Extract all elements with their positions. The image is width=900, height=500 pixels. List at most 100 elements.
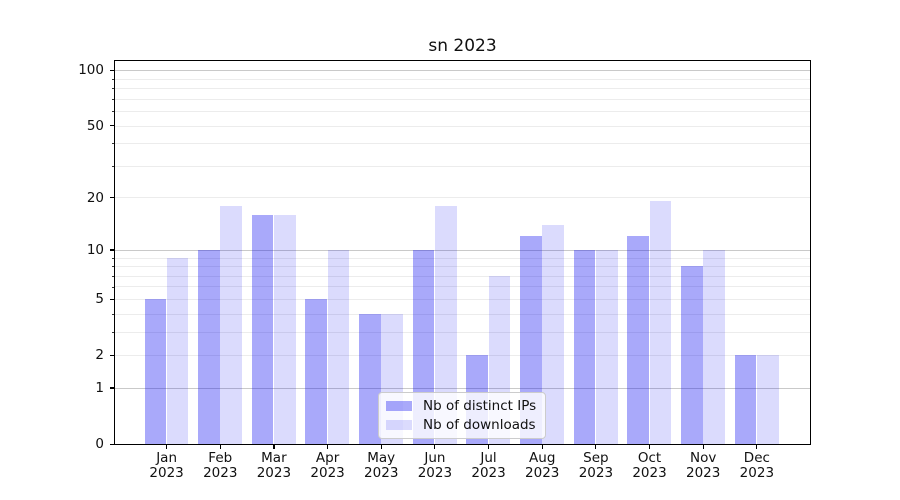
x-tick-month-may: May — [367, 450, 396, 467]
y-tick-mark-100 — [110, 69, 114, 72]
y-tick-label-0: 0 — [95, 436, 104, 453]
y-tick-label-10: 10 — [86, 242, 104, 259]
y-minor-tick-4 — [111, 313, 114, 315]
bar-distinct-ips-mar — [251, 214, 274, 444]
bar-downloads-oct — [649, 201, 672, 444]
x-tick-mark-may — [380, 445, 382, 450]
x-tick-year-mar: 2023 — [256, 465, 292, 482]
x-tick-month-feb: Feb — [208, 450, 233, 467]
legend-item-distinct-ips: Nb of distinct IPs — [386, 398, 536, 414]
x-tick-label-nov: Nov 2023 — [671, 451, 735, 481]
x-tick-month-apr: Apr — [315, 450, 340, 467]
x-tick-month-mar: Mar — [261, 450, 287, 467]
chart-title: sn 2023 — [428, 36, 497, 56]
gridline-y-7 — [115, 275, 810, 277]
bar-downloads-aug — [542, 224, 564, 444]
y-tick-label-20: 20 — [86, 189, 104, 206]
bar-downloads-apr — [327, 249, 350, 444]
bar-distinct-ips-feb — [198, 249, 220, 444]
bar-distinct-ips-nov — [681, 266, 703, 444]
y-minor-tick-9 — [111, 257, 114, 259]
x-tick-month-sep: Sep — [583, 450, 609, 467]
y-minor-tick-6 — [111, 286, 114, 288]
x-tick-year-jan: 2023 — [149, 465, 184, 482]
x-tick-year-sep: 2023 — [578, 465, 614, 482]
x-tick-mark-sep — [595, 445, 597, 450]
y-tick-mark-10 — [110, 249, 114, 251]
y-minor-tick-7 — [111, 275, 114, 277]
x-tick-mark-jun — [434, 445, 436, 450]
y-minor-tick-80 — [111, 88, 114, 90]
gridline-y-80 — [115, 88, 810, 90]
x-tick-label-mar: Mar 2023 — [242, 451, 306, 481]
gridline-y-30 — [115, 165, 810, 167]
legend-swatch-downloads — [386, 420, 412, 430]
legend-swatch-distinct-ips — [386, 401, 412, 411]
x-tick-year-nov: 2023 — [686, 465, 721, 482]
x-tick-mark-aug — [541, 445, 543, 450]
x-tick-year-aug: 2023 — [525, 465, 560, 482]
x-tick-year-oct: 2023 — [632, 465, 667, 482]
x-tick-label-feb: Feb 2023 — [188, 451, 252, 481]
x-tick-month-jun: Jun — [424, 450, 446, 467]
gridline-y-20 — [115, 197, 810, 199]
x-tick-label-jul: Jul 2023 — [457, 451, 521, 481]
bar-downloads-feb — [220, 205, 242, 444]
x-tick-year-feb: 2023 — [203, 465, 238, 482]
y-minor-tick-90 — [111, 78, 114, 80]
bar-downloads-nov — [703, 249, 725, 444]
legend: Nb of distinct IPs Nb of downloads — [378, 392, 547, 439]
x-tick-label-may: May 2023 — [349, 451, 413, 481]
x-tick-mark-jul — [487, 445, 490, 450]
x-tick-mark-feb — [219, 445, 221, 450]
bar-distinct-ips-oct — [627, 236, 650, 444]
y-minor-tick-60 — [111, 111, 114, 113]
x-tick-label-aug: Aug 2023 — [510, 451, 574, 481]
x-tick-label-apr: Apr 2023 — [296, 451, 360, 481]
x-tick-mark-jan — [166, 445, 168, 450]
x-tick-month-aug: Aug — [529, 450, 556, 467]
gridline-y-60 — [115, 111, 810, 113]
x-tick-mark-apr — [326, 445, 329, 450]
y-tick-label-2: 2 — [95, 347, 104, 364]
bar-downloads-mar — [274, 214, 296, 444]
bar-downloads-jun — [435, 205, 457, 444]
y-minor-tick-3 — [111, 331, 114, 333]
y-tick-mark-50 — [110, 125, 114, 127]
x-tick-mark-dec — [756, 445, 758, 450]
x-tick-year-jul: 2023 — [471, 465, 506, 482]
legend-item-downloads: Nb of downloads — [386, 417, 536, 433]
gridline-y-1 — [115, 387, 810, 389]
x-tick-month-jan: Jan — [156, 450, 177, 467]
y-tick-label-100: 100 — [78, 62, 104, 79]
x-tick-label-jan: Jan 2023 — [135, 451, 199, 481]
y-tick-mark-5 — [110, 298, 114, 300]
x-tick-month-jul: Jul — [480, 450, 497, 467]
gridline-y-3 — [115, 331, 810, 333]
x-tick-month-oct: Oct — [637, 450, 662, 467]
gridline-y-40 — [115, 143, 810, 145]
legend-label-downloads: Nb of downloads — [423, 417, 536, 433]
x-tick-month-dec: Dec — [743, 450, 770, 467]
bar-distinct-ips-jan — [144, 298, 167, 444]
x-tick-label-sep: Sep 2023 — [564, 451, 628, 481]
gridline-y-90 — [115, 78, 810, 80]
gridline-y-4 — [115, 313, 810, 315]
bar-distinct-ips-dec — [734, 355, 757, 444]
y-tick-label-5: 5 — [95, 291, 104, 308]
x-tick-year-dec: 2023 — [739, 465, 775, 482]
gridline-y-8 — [115, 266, 810, 268]
y-minor-tick-70 — [111, 99, 114, 101]
bar-downloads-jan — [166, 257, 189, 444]
x-tick-label-dec: Dec 2023 — [725, 451, 789, 481]
y-tick-label-1: 1 — [95, 380, 104, 397]
x-tick-mark-nov — [702, 445, 704, 450]
y-tick-mark-2 — [110, 354, 114, 356]
y-minor-tick-8 — [111, 266, 114, 268]
y-tick-mark-0 — [110, 443, 114, 445]
x-tick-mark-mar — [273, 445, 275, 450]
gridline-y-100 — [115, 70, 810, 72]
gridline-y-5 — [115, 298, 810, 300]
x-tick-label-oct: Oct 2023 — [618, 451, 682, 481]
